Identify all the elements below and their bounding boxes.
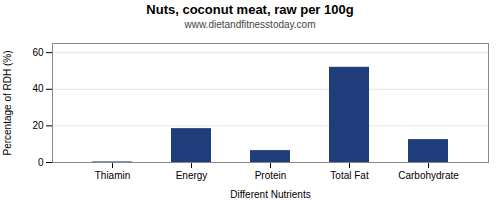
svg-text:20: 20 [32, 120, 44, 131]
svg-text:0: 0 [38, 157, 44, 168]
svg-text:60: 60 [32, 47, 44, 58]
html-text:www.dietandfitnesstoday.com: www.dietandfitnesstoday.com [184, 19, 316, 30]
svg-text:Total Fat: Total Fat [330, 170, 369, 181]
svg-text:Thiamin: Thiamin [95, 170, 131, 181]
html-text:Nuts, coconut meat, raw per 10: Nuts, coconut meat, raw per 100g [146, 2, 354, 17]
svg-text:Carbohydrate: Carbohydrate [398, 170, 459, 181]
svg-text:Percentage of RDH (%): Percentage of RDH (%) [2, 50, 13, 155]
svg-text:40: 40 [32, 83, 44, 94]
svg-text:Energy: Energy [176, 170, 208, 181]
svg-text:Different Nutrients: Different Nutrients [230, 189, 310, 200]
svg-text:Protein: Protein [255, 170, 287, 181]
